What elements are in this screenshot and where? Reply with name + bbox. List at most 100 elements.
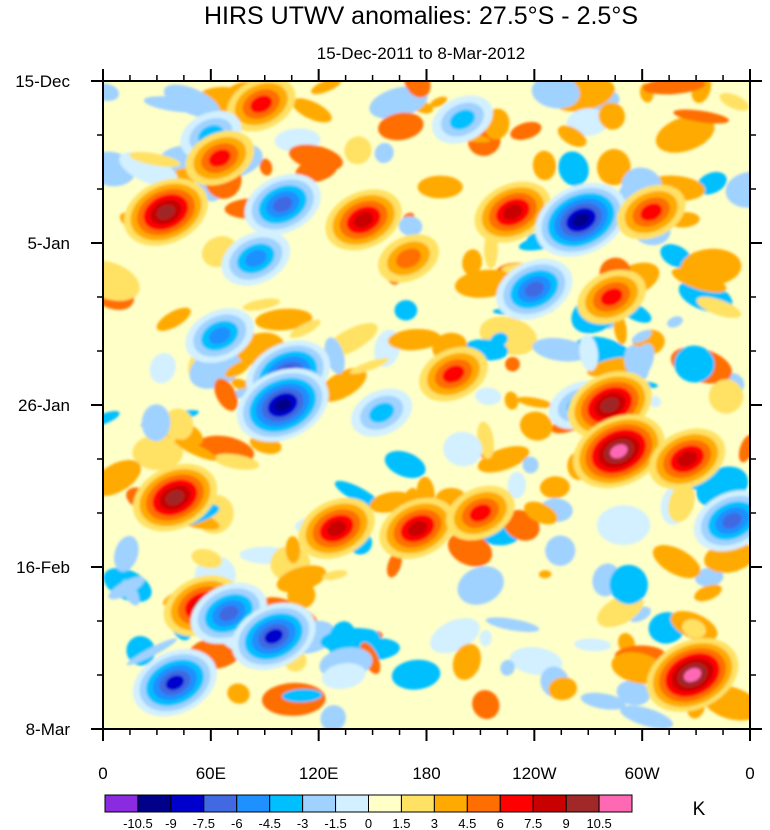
texture-blob <box>671 267 727 293</box>
texture-blob <box>504 391 519 410</box>
texture-blob <box>242 298 281 311</box>
x-tick-label: 60E <box>196 764 226 783</box>
anomaly-feature <box>132 463 217 532</box>
anomaly-contour <box>572 212 590 227</box>
texture-blob <box>694 584 722 602</box>
anomaly-contour <box>272 196 293 213</box>
texture-blob <box>510 121 542 140</box>
chart-title: HIRS UTWV anomalies: 27.5°S - 2.5°S <box>204 2 638 30</box>
texture-blob <box>620 705 673 729</box>
colorbar-label: -4.5 <box>258 816 280 830</box>
texture-blob <box>532 337 589 362</box>
texture-blob <box>129 151 181 168</box>
texture-blob <box>103 411 120 426</box>
texture-blob <box>276 565 327 593</box>
anomaly-feature <box>577 269 646 325</box>
texture-blob <box>156 307 191 331</box>
colorbar-swatch <box>203 794 238 813</box>
texture-blob <box>163 84 220 119</box>
y-tick-label: 8-Mar <box>26 720 71 739</box>
anomaly-contour <box>395 248 422 269</box>
y-tick-label: 5-Jan <box>27 234 70 253</box>
x-tick-label: 120E <box>299 764 339 783</box>
y-axis: 15-Dec 5-Jan 26-Jan 16-Feb 8-Mar <box>15 72 762 739</box>
texture-blob <box>545 535 576 566</box>
anomaly-feature <box>648 428 726 490</box>
colorbar-label: 0 <box>365 816 372 830</box>
texture-blob <box>213 453 260 470</box>
texture-blob <box>174 439 217 461</box>
texture-blob <box>378 112 424 141</box>
texture-blob <box>694 567 724 587</box>
texture-blob <box>227 683 250 704</box>
texture-blob <box>344 136 372 165</box>
texture-blob <box>477 446 530 473</box>
texture-blob <box>522 456 539 474</box>
texture-blob <box>475 387 502 406</box>
colorbar-swatch <box>433 794 468 813</box>
texture-blob <box>631 330 652 343</box>
x-tick-label: 180 <box>412 764 440 783</box>
colorbar-label: -10.5 <box>123 816 153 830</box>
anomaly-feature <box>351 388 413 437</box>
colorbar-label: -1.5 <box>324 816 346 830</box>
colorbar-unit: K <box>693 799 706 820</box>
anomaly-contour <box>502 204 523 221</box>
texture-blob <box>667 316 683 328</box>
anomaly-feature <box>431 95 493 144</box>
colorbar-label: -9 <box>165 816 177 830</box>
anomaly-features <box>103 81 750 729</box>
colorbar-label: -3 <box>297 816 309 830</box>
texture-blob <box>462 249 482 276</box>
texture-blob <box>141 404 171 442</box>
anomaly-feature <box>419 346 488 402</box>
anomaly-contour <box>407 520 428 537</box>
texture-blob <box>548 677 578 701</box>
anomaly-feature <box>123 178 208 246</box>
texture-blob <box>404 81 431 98</box>
anomaly-contour <box>250 95 273 113</box>
anomaly-feature <box>231 602 316 671</box>
anomaly-feature <box>446 485 515 541</box>
y-tick-label: 15-Dec <box>15 72 70 91</box>
anomaly-contour <box>218 605 239 622</box>
anomaly-contour <box>264 629 283 644</box>
texture-blob <box>430 96 448 108</box>
anomaly-contour <box>326 520 347 537</box>
anomaly-contour <box>208 326 231 345</box>
texture-blob <box>719 92 749 111</box>
anomaly-contour <box>600 397 619 413</box>
anomaly-feature <box>379 497 456 559</box>
texture-blob <box>579 334 599 371</box>
anomaly-feature <box>646 638 739 712</box>
anomaly-contour <box>524 281 545 298</box>
texture-blob <box>524 501 558 525</box>
anomaly-contour <box>442 365 465 383</box>
texture-blob <box>519 411 553 441</box>
anomaly-contour <box>610 444 628 459</box>
texture-blob <box>738 434 750 463</box>
anomaly-feature <box>535 183 627 257</box>
x-tick-label: 120W <box>512 764 556 783</box>
anomaly-contour <box>156 204 176 220</box>
anomaly-contour <box>469 504 492 522</box>
texture-blob <box>349 357 390 374</box>
anomaly-contour <box>640 203 663 221</box>
colorbar-swatch <box>598 794 633 813</box>
anomaly-feature <box>132 649 217 717</box>
texture-blob <box>191 549 223 569</box>
texture-blob <box>609 564 648 605</box>
anomaly-feature <box>474 181 551 243</box>
texture-blob <box>292 98 332 123</box>
texture-blob <box>516 396 553 408</box>
texture-blob <box>531 81 580 109</box>
texture-blob <box>668 483 695 523</box>
texture-blob <box>311 81 342 95</box>
texture-blob <box>532 150 556 181</box>
texture-blob <box>103 460 141 496</box>
x-tick-label: 60W <box>625 764 660 783</box>
anomaly-feature <box>298 497 375 559</box>
texture-blob <box>163 408 194 441</box>
anomaly-feature <box>325 189 402 251</box>
x-tick-label: 0 <box>98 764 107 783</box>
